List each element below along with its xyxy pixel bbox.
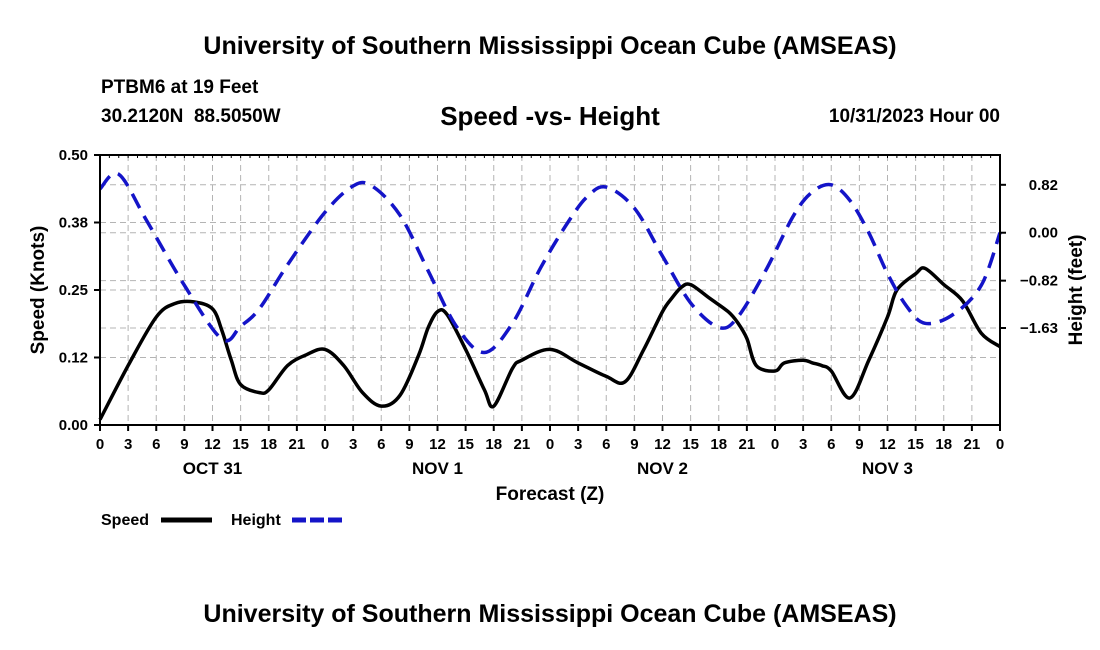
x-tick-label: 15 (457, 436, 474, 453)
y2-tick-label: −1.63 (1020, 320, 1058, 337)
x-tick-label: 9 (405, 436, 413, 453)
y-tick-label: 0.12 (59, 350, 88, 367)
x-tick-label: 21 (964, 436, 981, 453)
x-tick-label: 0 (321, 436, 329, 453)
x-tick-label: 3 (349, 436, 357, 453)
speed-series-line (98, 266, 1002, 421)
y2-tick-label: −0.82 (1020, 273, 1058, 290)
forecast-date: 10/31/2023 Hour 00 (828, 106, 1000, 127)
x-axis-label: Forecast (Z) (496, 484, 605, 505)
axis-labels: Forecast (Z) Speed (Knots) Height (feet) (28, 226, 1087, 505)
y2-tick-label: 0.82 (1029, 177, 1058, 194)
grid (100, 155, 1000, 425)
x-tick-label: 12 (879, 436, 896, 453)
day-label: NOV 3 (862, 459, 913, 478)
y-tick-label: 0.38 (59, 215, 88, 232)
x-tick-label: 6 (602, 436, 610, 453)
series-layer (98, 171, 1002, 421)
x-tick-label: 12 (429, 436, 446, 453)
x-tick-label: 21 (514, 436, 531, 453)
x-tick-label: 3 (799, 436, 807, 453)
x-tick-label: 18 (710, 436, 727, 453)
y-axis-label-left: Speed (Knots) (28, 226, 49, 355)
y-tick-label: 0.50 (59, 147, 88, 164)
x-tick-label: 21 (289, 436, 306, 453)
footer-title: University of Southern Mississippi Ocean… (203, 600, 897, 628)
x-tick-label: 0 (771, 436, 779, 453)
x-tick-label: 9 (180, 436, 188, 453)
x-tick-label: 0 (546, 436, 554, 453)
legend-label-speed: Speed (101, 512, 149, 529)
x-tick-label: 18 (935, 436, 952, 453)
x-tick-label: 18 (260, 436, 277, 453)
x-tick-label: 15 (907, 436, 924, 453)
x-tick-label: 6 (152, 436, 160, 453)
y-tick-label: 0.25 (59, 282, 88, 299)
height-series-line (98, 171, 1002, 355)
coordinates-label: 30.2120N 88.5050W (101, 106, 281, 127)
y-tick-label: 0.00 (59, 417, 88, 434)
x-tick-label: 12 (654, 436, 671, 453)
x-tick-label: 0 (96, 436, 104, 453)
x-tick-label: 6 (377, 436, 385, 453)
day-label: NOV 2 (637, 459, 688, 478)
x-tick-label: 15 (232, 436, 249, 453)
x-tick-label: 12 (204, 436, 221, 453)
x-tick-label: 6 (827, 436, 835, 453)
day-label: OCT 31 (183, 459, 243, 478)
x-tick-label: 21 (739, 436, 756, 453)
chart-subtitle: Speed -vs- Height (440, 101, 660, 131)
x-tick-label: 0 (996, 436, 1004, 453)
x-tick-label: 3 (574, 436, 582, 453)
x-tick-label: 3 (124, 436, 132, 453)
x-tick-label: 9 (630, 436, 638, 453)
x-tick-label: 18 (485, 436, 502, 453)
day-label: NOV 1 (412, 459, 463, 478)
y2-tick-label: 0.00 (1029, 225, 1058, 242)
x-tick-label: 9 (855, 436, 863, 453)
axes: 0 3 6 9 12 15 18 21 0 3 6 9 12 15 18 21 0 3 6 9 12 15 18 21 0 3 6 9… (59, 147, 1058, 478)
chart-title: University of Southern Mississippi Ocean… (203, 32, 897, 60)
station-label: PTBM6 at 19 Feet (101, 77, 259, 98)
x-tick-label: 15 (682, 436, 699, 453)
legend: Speed Height (101, 512, 343, 529)
y-axis-label-right: Height (feet) (1066, 235, 1087, 346)
legend-label-height: Height (231, 512, 281, 529)
